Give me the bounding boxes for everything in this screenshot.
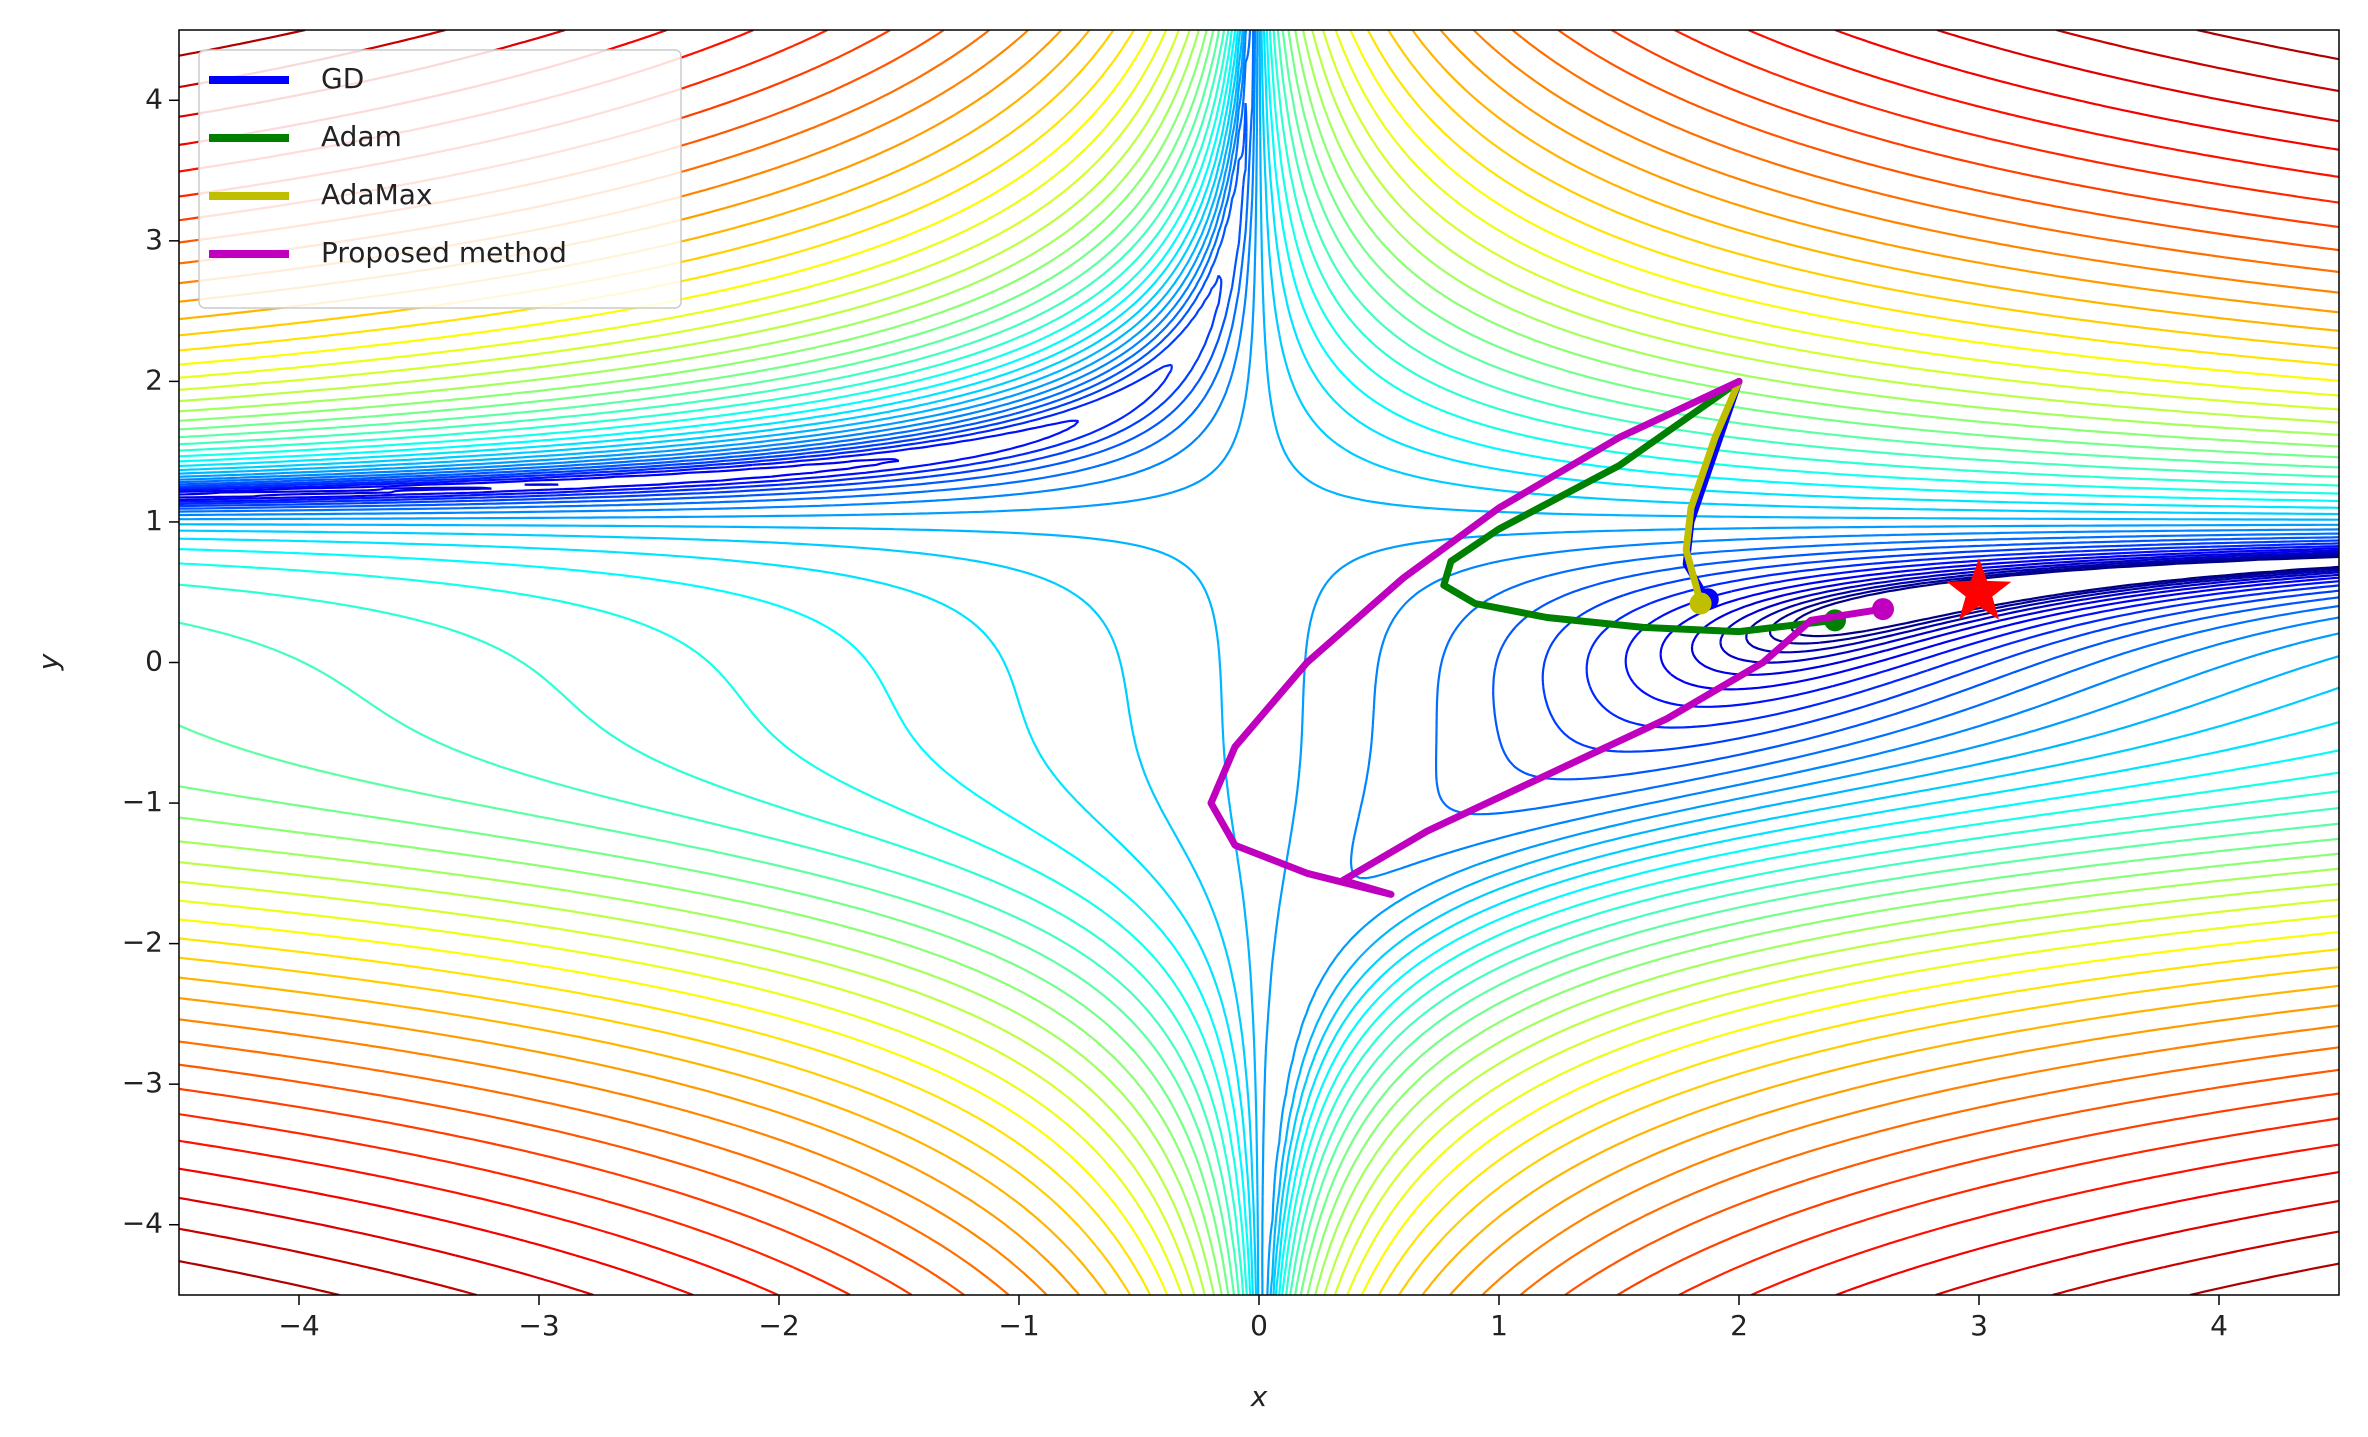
contour-line (179, 419, 2339, 708)
trajectory (1440, 377, 1839, 636)
contour-line (1745, 552, 2339, 654)
contour-line (179, 30, 2339, 1295)
legend: GD Adam AdaMax Proposed method (198, 49, 682, 309)
x-tick-label: 4 (2210, 1309, 2228, 1342)
x-tick-label: 0 (1250, 1309, 1268, 1342)
y-axis-label: y (32, 653, 65, 671)
legend-label: AdaMax (321, 178, 432, 211)
x-tick-label: −2 (758, 1309, 799, 1342)
contour-line (1768, 554, 2339, 645)
x-tick-label: −4 (278, 1309, 319, 1342)
contour-line (1719, 551, 2339, 664)
legend-label: Adam (321, 120, 402, 153)
y-tick-label: 2 (145, 363, 163, 396)
y-tick-label: 4 (145, 82, 163, 115)
legend-label: GD (321, 62, 364, 95)
x-tick-label: 1 (1490, 1309, 1508, 1342)
contour-line (179, 30, 2339, 816)
contour-line (179, 363, 2339, 729)
y-tick-label: −4 (122, 1207, 163, 1240)
y-tick-label: −2 (122, 926, 163, 959)
optimum-star (1946, 558, 2012, 620)
contour-line (179, 30, 2339, 1295)
contour-line (179, 458, 2339, 691)
y-tick-label: −1 (122, 785, 163, 818)
x-tick-label: 3 (1970, 1309, 1988, 1342)
contour-line (179, 30, 2339, 1295)
x-tick-label: 2 (1730, 1309, 1748, 1342)
contour-line (179, 30, 2339, 1295)
contour-line (179, 30, 2339, 1295)
trajectory-end (1872, 598, 1894, 621)
contour-line (179, 274, 2339, 753)
contour-line (179, 30, 2339, 1295)
trajectory (1207, 377, 1887, 898)
contour-line (179, 30, 2339, 1295)
contour-line (179, 102, 2339, 781)
contour-line (179, 30, 2339, 1295)
contour-line (179, 30, 2339, 1295)
contour-line (179, 30, 2339, 880)
y-tick-label: −3 (122, 1066, 163, 1099)
contour-line (179, 483, 2339, 676)
legend-box (198, 49, 682, 309)
contour-line (179, 30, 2339, 1295)
y-tick-label: 0 (145, 645, 163, 678)
contour-line (179, 30, 2339, 1295)
y-tick-label: 3 (145, 223, 163, 256)
legend-label: Proposed method (321, 236, 567, 269)
contour-line (179, 30, 2339, 1295)
trajectory-end (1689, 592, 1712, 615)
contour-line (179, 30, 2339, 1295)
trajectory-layer (1207, 377, 2012, 898)
contour-line (179, 30, 2339, 1295)
x-axis-label: x (1250, 1380, 1268, 1413)
x-tick-label: −1 (998, 1309, 1039, 1342)
contour-line (179, 30, 2339, 1295)
y-tick-label: 1 (145, 504, 163, 537)
trajectory (1682, 377, 1743, 607)
x-tick-label: −3 (518, 1309, 559, 1342)
